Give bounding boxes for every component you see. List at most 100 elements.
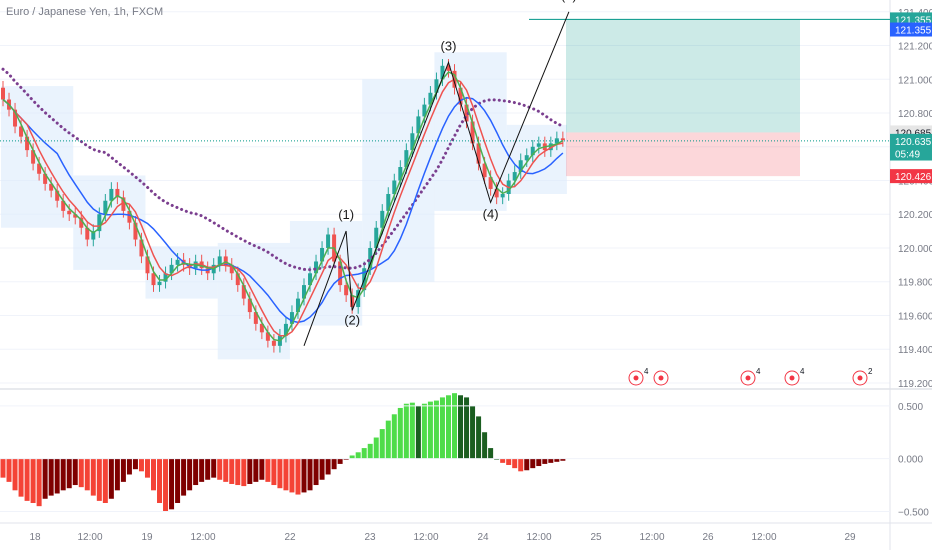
candle[interactable] bbox=[139, 239, 144, 257]
candle[interactable] bbox=[518, 160, 523, 173]
candle[interactable] bbox=[458, 87, 463, 105]
candle[interactable] bbox=[109, 188, 114, 201]
candle[interactable] bbox=[43, 173, 48, 184]
oscillator-bar bbox=[187, 458, 193, 491]
event-marker[interactable]: 2 bbox=[852, 367, 873, 386]
candle[interactable] bbox=[302, 285, 306, 299]
candle[interactable] bbox=[271, 340, 276, 346]
candle[interactable] bbox=[524, 155, 529, 161]
oscillator-bar bbox=[78, 458, 84, 488]
candle[interactable] bbox=[488, 177, 493, 189]
candle[interactable] bbox=[115, 188, 120, 198]
candle[interactable] bbox=[265, 332, 270, 341]
candle[interactable] bbox=[151, 273, 156, 286]
candle[interactable] bbox=[536, 143, 541, 147]
candle[interactable] bbox=[121, 197, 126, 211]
candle[interactable] bbox=[308, 273, 313, 286]
candle[interactable] bbox=[25, 136, 30, 151]
candle[interactable] bbox=[289, 312, 294, 324]
candle[interactable] bbox=[440, 65, 445, 80]
candle[interactable] bbox=[223, 256, 228, 265]
candle[interactable] bbox=[37, 163, 42, 174]
candle[interactable] bbox=[320, 247, 325, 262]
candle[interactable] bbox=[314, 261, 319, 274]
candle[interactable] bbox=[494, 188, 499, 198]
candle[interactable] bbox=[259, 323, 264, 333]
event-marker[interactable]: 4 bbox=[740, 367, 761, 386]
position-stop-zone[interactable] bbox=[566, 132, 800, 177]
candle[interactable] bbox=[404, 150, 409, 168]
candle[interactable] bbox=[338, 261, 343, 286]
candle[interactable] bbox=[13, 109, 18, 127]
candle[interactable] bbox=[241, 285, 246, 299]
candle[interactable] bbox=[392, 180, 397, 194]
candle[interactable] bbox=[103, 200, 108, 215]
candle[interactable] bbox=[368, 247, 373, 269]
candle[interactable] bbox=[49, 183, 54, 191]
event-marker[interactable]: 4 bbox=[784, 367, 805, 386]
price-axis[interactable]: 121.400121.200121.000120.800120.600120.4… bbox=[890, 8, 932, 390]
oscillator-pane[interactable] bbox=[0, 393, 566, 512]
candle[interactable] bbox=[283, 323, 288, 336]
event-marker[interactable] bbox=[653, 370, 669, 386]
candle[interactable] bbox=[560, 138, 565, 141]
candle[interactable] bbox=[422, 104, 427, 117]
candle[interactable] bbox=[434, 79, 439, 93]
candle[interactable] bbox=[295, 298, 300, 313]
candle[interactable] bbox=[464, 104, 469, 122]
candle[interactable] bbox=[127, 210, 132, 223]
candle[interactable] bbox=[175, 259, 180, 265]
candle[interactable] bbox=[145, 256, 150, 274]
candle[interactable] bbox=[416, 116, 421, 134]
candle[interactable] bbox=[428, 92, 433, 105]
candle[interactable] bbox=[91, 231, 96, 240]
candle[interactable] bbox=[217, 256, 222, 265]
candle[interactable] bbox=[344, 285, 349, 296]
oscillator-bar bbox=[126, 458, 132, 475]
oscillator-axis[interactable]: 0.500 0.000 −0.500 bbox=[0, 402, 929, 519]
candle[interactable] bbox=[512, 172, 517, 181]
price-badge: 05:49 bbox=[890, 146, 932, 161]
oscillator-bar bbox=[36, 458, 42, 507]
candle[interactable] bbox=[61, 200, 66, 211]
candle[interactable] bbox=[548, 143, 553, 151]
candle[interactable] bbox=[235, 273, 240, 286]
candle[interactable] bbox=[356, 290, 361, 308]
candle[interactable] bbox=[554, 138, 559, 144]
candle[interactable] bbox=[163, 273, 168, 282]
candle[interactable] bbox=[386, 194, 391, 211]
candle[interactable] bbox=[229, 264, 234, 274]
candle[interactable] bbox=[67, 210, 72, 215]
candle[interactable] bbox=[350, 295, 355, 308]
candle[interactable] bbox=[97, 214, 102, 232]
time-axis[interactable]: 18 12:00 19 12:00 22 23 12:00 24 12:00 25 12:00 26 1… bbox=[29, 532, 856, 543]
candle[interactable] bbox=[1, 87, 5, 100]
candle[interactable] bbox=[476, 143, 481, 164]
candle[interactable] bbox=[169, 264, 174, 274]
candle[interactable] bbox=[253, 312, 258, 324]
candle[interactable] bbox=[470, 121, 475, 144]
candle[interactable] bbox=[55, 190, 60, 201]
candle[interactable] bbox=[79, 217, 84, 228]
candle[interactable] bbox=[380, 210, 385, 228]
candle[interactable] bbox=[374, 227, 379, 248]
candle[interactable] bbox=[85, 227, 90, 240]
candle[interactable] bbox=[247, 298, 252, 313]
candle[interactable] bbox=[530, 146, 535, 156]
candle[interactable] bbox=[326, 234, 331, 248]
candle[interactable] bbox=[73, 214, 78, 218]
elliott-wave[interactable] bbox=[303, 11, 570, 346]
candle[interactable] bbox=[157, 281, 162, 286]
candle[interactable] bbox=[500, 194, 505, 198]
candle[interactable] bbox=[19, 126, 24, 137]
position-target-zone[interactable] bbox=[566, 19, 800, 133]
candle[interactable] bbox=[398, 167, 403, 181]
candle[interactable] bbox=[446, 65, 451, 71]
candle[interactable] bbox=[482, 163, 487, 178]
candle[interactable] bbox=[133, 222, 138, 240]
event-marker[interactable]: 4 bbox=[628, 367, 649, 386]
candle[interactable] bbox=[410, 133, 415, 151]
candle[interactable] bbox=[31, 150, 36, 164]
